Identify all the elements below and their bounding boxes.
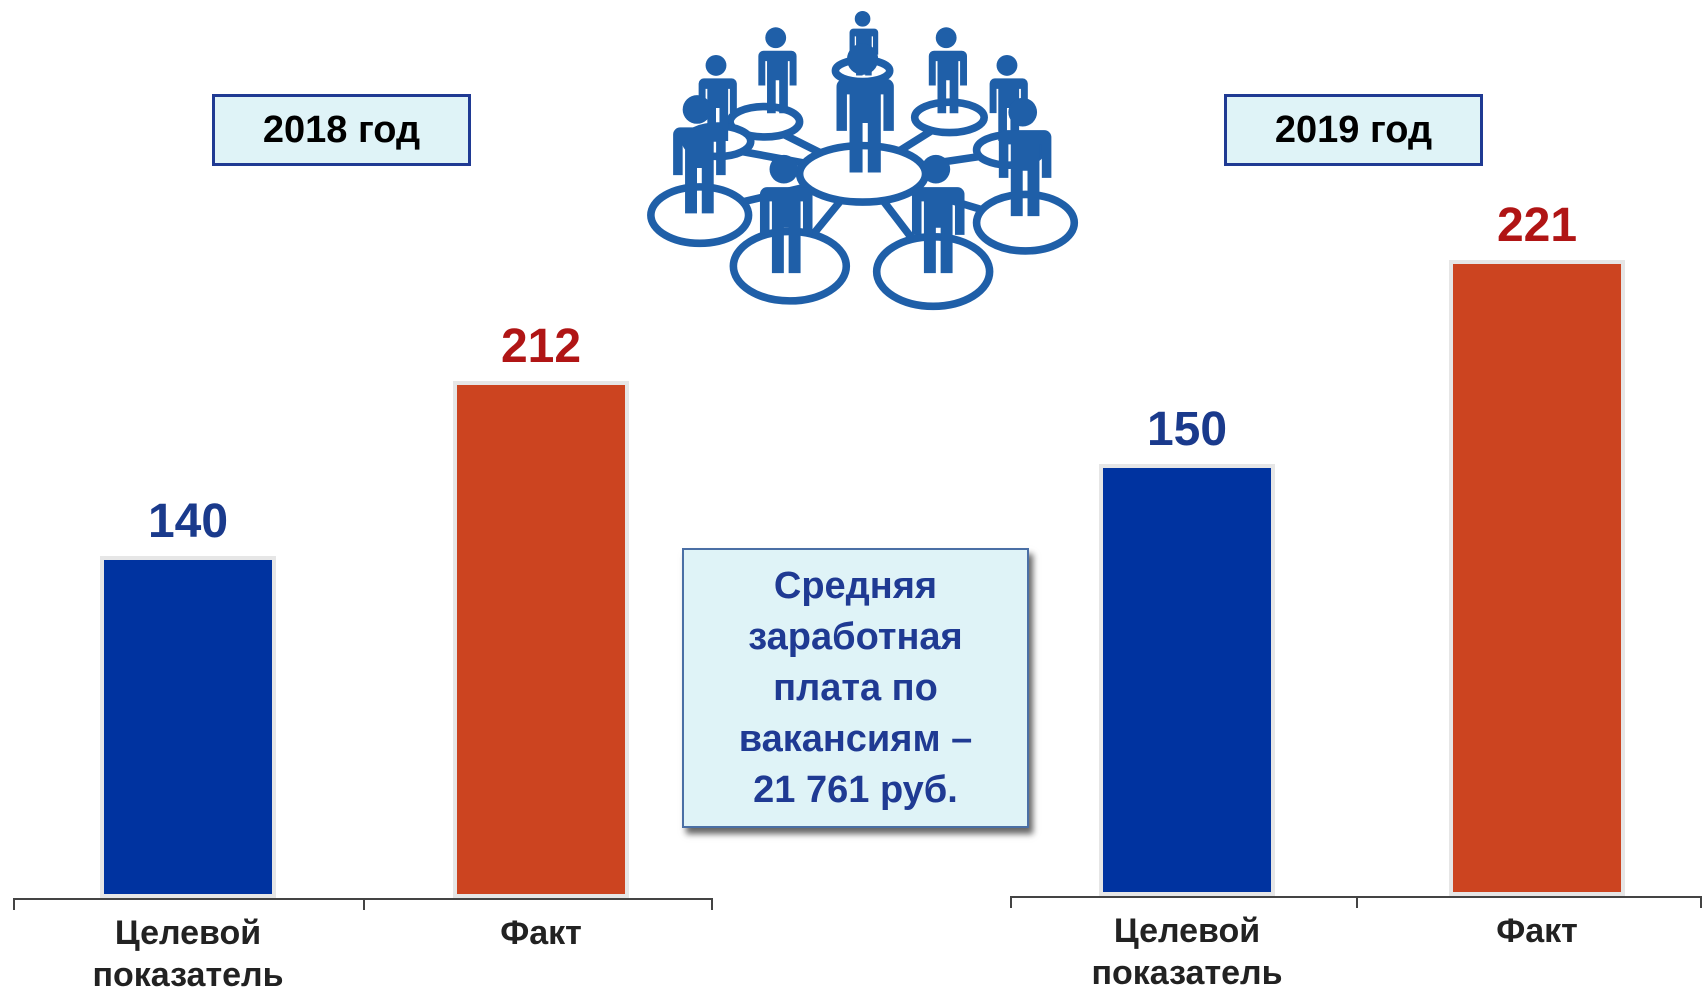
x-tick-label: Целевой показатель [1091,912,1283,990]
bar [1449,259,1625,896]
axis-tick [1700,896,1702,908]
note-line: 21 761 руб. [753,768,958,811]
bar [100,556,276,898]
note-line: плата по [773,666,938,709]
x-tick-label: Факт [500,914,582,952]
axis-tick [711,898,713,910]
note-line: Средняя [773,564,938,607]
chart-title: 2019 год [1224,94,1483,166]
note-line: заработная [748,615,963,658]
axis-tick [1010,896,1012,908]
value-label: 140 [147,495,229,549]
bar [453,380,629,898]
note-box: Средняя заработная плата по вакансиям – 21 7… [682,548,1029,828]
axis-tick [363,898,365,910]
bar [1099,464,1275,896]
value-label: 212 [500,319,582,373]
value-label: 221 [1496,198,1578,252]
people-icon [647,11,1079,311]
x-tick-label: Целевой показатель [92,914,284,990]
x-tick-label: Факт [1496,912,1578,950]
axis-tick [1356,896,1358,908]
value-label: 150 [1146,403,1228,456]
axis-tick [13,898,15,910]
note-line: вакансиям – [738,717,973,760]
chart-title: 2018 год [212,94,471,166]
